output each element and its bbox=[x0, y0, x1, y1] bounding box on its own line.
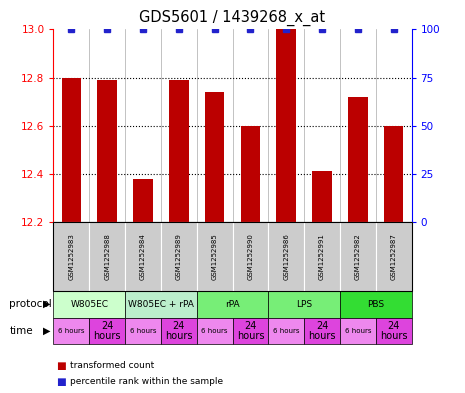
Bar bbox=[205, 92, 225, 222]
Text: W805EC: W805EC bbox=[70, 300, 108, 309]
Text: 24
hours: 24 hours bbox=[93, 321, 121, 341]
Text: 6 hours: 6 hours bbox=[130, 328, 156, 334]
Text: 6 hours: 6 hours bbox=[273, 328, 299, 334]
Text: percentile rank within the sample: percentile rank within the sample bbox=[70, 377, 223, 386]
Text: LPS: LPS bbox=[296, 300, 312, 309]
Text: 24
hours: 24 hours bbox=[237, 321, 264, 341]
Text: GSM1252989: GSM1252989 bbox=[176, 233, 182, 280]
Text: GSM1252984: GSM1252984 bbox=[140, 233, 146, 280]
Bar bbox=[61, 77, 81, 222]
Bar bbox=[169, 80, 189, 222]
Text: GSM1252985: GSM1252985 bbox=[212, 233, 218, 280]
Text: ■: ■ bbox=[56, 376, 66, 387]
Text: protocol: protocol bbox=[9, 299, 52, 309]
Text: GSM1252987: GSM1252987 bbox=[391, 233, 397, 280]
Text: 6 hours: 6 hours bbox=[345, 328, 371, 334]
Text: PBS: PBS bbox=[367, 300, 384, 309]
Text: 24
hours: 24 hours bbox=[380, 321, 407, 341]
Bar bbox=[312, 171, 332, 222]
Text: 24
hours: 24 hours bbox=[165, 321, 193, 341]
Bar bbox=[133, 179, 153, 222]
Text: 24
hours: 24 hours bbox=[308, 321, 336, 341]
Text: rPA: rPA bbox=[225, 300, 240, 309]
Bar bbox=[240, 126, 260, 222]
Text: GSM1252988: GSM1252988 bbox=[104, 233, 110, 280]
Text: ▶: ▶ bbox=[43, 326, 50, 336]
Bar bbox=[348, 97, 368, 222]
Text: GDS5601 / 1439268_x_at: GDS5601 / 1439268_x_at bbox=[140, 10, 326, 26]
Text: ■: ■ bbox=[56, 361, 66, 371]
Text: GSM1252991: GSM1252991 bbox=[319, 233, 325, 280]
Text: GSM1252990: GSM1252990 bbox=[247, 233, 253, 280]
Text: GSM1252982: GSM1252982 bbox=[355, 233, 361, 280]
Text: ▶: ▶ bbox=[43, 299, 50, 309]
Text: 6 hours: 6 hours bbox=[201, 328, 228, 334]
Text: transformed count: transformed count bbox=[70, 362, 154, 370]
Text: GSM1252986: GSM1252986 bbox=[283, 233, 289, 280]
Text: W805EC + rPA: W805EC + rPA bbox=[128, 300, 194, 309]
Text: GSM1252983: GSM1252983 bbox=[68, 233, 74, 280]
Bar bbox=[384, 126, 404, 222]
Bar bbox=[97, 80, 117, 222]
Bar bbox=[276, 29, 296, 222]
Text: time: time bbox=[9, 326, 33, 336]
Text: 6 hours: 6 hours bbox=[58, 328, 85, 334]
